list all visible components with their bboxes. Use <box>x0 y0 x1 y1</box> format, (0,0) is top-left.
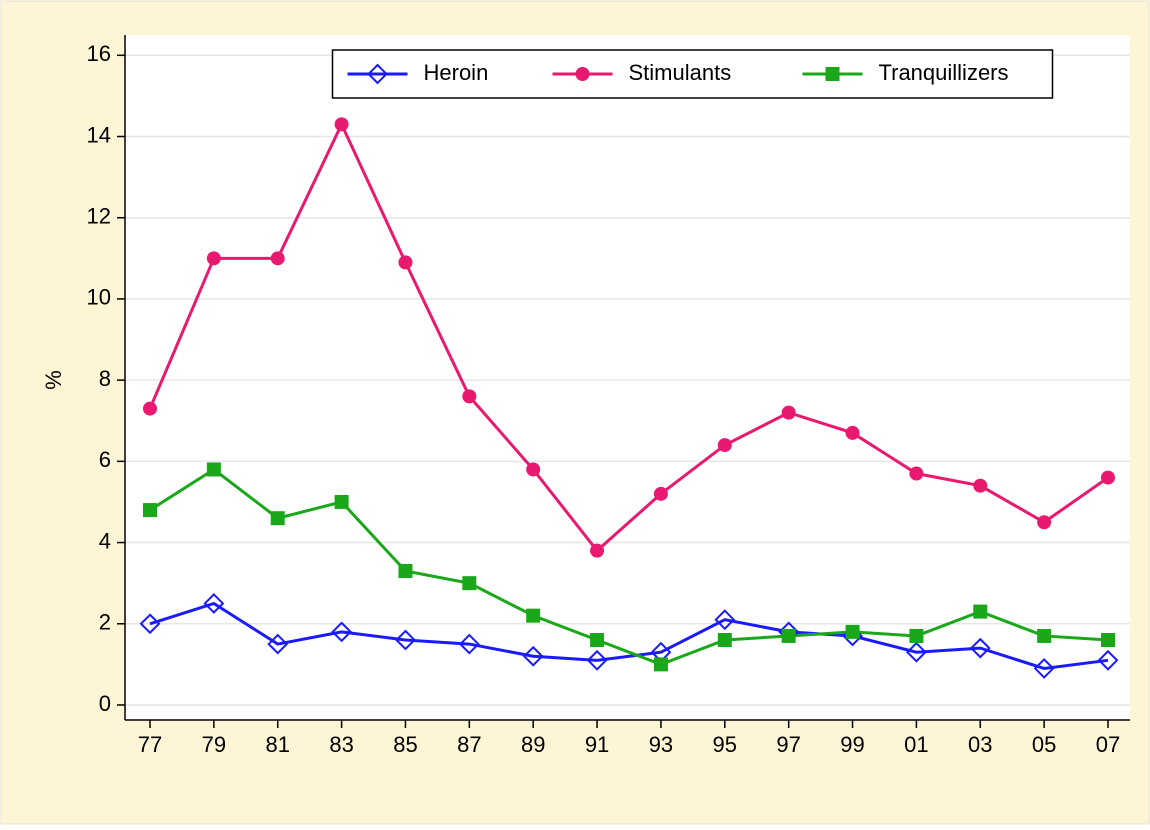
point <box>203 593 225 614</box>
y-tick-label: 10 <box>87 285 111 310</box>
legend-box <box>331 49 1054 99</box>
point <box>143 401 157 416</box>
point <box>334 117 349 132</box>
point <box>398 255 413 270</box>
x-tick-label: 83 <box>329 732 353 757</box>
series-line <box>148 120 1109 553</box>
point <box>1101 633 1115 648</box>
plot-area <box>125 35 1130 720</box>
point <box>586 649 608 671</box>
point <box>909 628 924 643</box>
point <box>969 637 991 659</box>
point <box>590 543 605 558</box>
point <box>973 604 988 619</box>
x-tick-label: 85 <box>393 732 417 757</box>
point <box>781 405 796 420</box>
point <box>462 576 477 591</box>
x-tick-label: 97 <box>776 732 800 757</box>
point <box>139 613 161 635</box>
point <box>781 628 796 643</box>
x-tick-label: 99 <box>840 732 864 757</box>
point <box>267 633 289 655</box>
x-tick-label: 79 <box>202 732 226 757</box>
point <box>590 633 605 648</box>
legend: Heroin Stimulants Tranquillizers <box>331 49 1054 99</box>
legend-label: Tranquillizers <box>879 60 1009 85</box>
point <box>1097 649 1119 671</box>
point <box>331 621 353 643</box>
legend-label: Stimulants <box>629 60 732 85</box>
point <box>653 657 668 672</box>
y-tick-label: 16 <box>87 41 111 66</box>
point <box>905 641 927 663</box>
point <box>973 478 988 493</box>
series-line <box>149 601 1109 670</box>
point <box>845 624 860 639</box>
x-tick-label: 91 <box>585 732 609 757</box>
series-line <box>149 467 1109 666</box>
point <box>206 462 221 477</box>
point <box>714 609 736 631</box>
point <box>522 645 544 667</box>
point <box>825 67 840 81</box>
x-tick-label: 95 <box>713 732 737 757</box>
legend-label: Heroin <box>424 60 489 85</box>
point <box>458 633 480 655</box>
point <box>206 251 221 266</box>
point <box>367 63 388 85</box>
x-tick-label: 01 <box>904 732 928 757</box>
point <box>717 633 732 648</box>
point <box>462 389 477 404</box>
y-axis-label: % <box>41 370 66 390</box>
x-tick-label: 05 <box>1032 732 1056 757</box>
x-tick-label: 93 <box>649 732 673 757</box>
point <box>653 486 668 501</box>
x-tick-label: 07 <box>1096 732 1120 757</box>
point <box>143 503 157 518</box>
point <box>909 466 924 481</box>
point <box>395 629 416 651</box>
y-tick-label: 2 <box>99 610 111 635</box>
x-tick-label: 03 <box>968 732 992 757</box>
x-tick-label: 89 <box>521 732 545 757</box>
point <box>334 494 349 509</box>
point <box>845 425 860 440</box>
point <box>270 511 285 526</box>
point <box>526 462 541 477</box>
point <box>1033 658 1055 679</box>
point <box>1101 470 1115 485</box>
y-tick-label: 0 <box>99 691 111 716</box>
point <box>526 608 541 623</box>
point <box>1037 515 1052 530</box>
y-tick-label: 12 <box>87 204 111 229</box>
y-tick-label: 8 <box>99 366 111 391</box>
point <box>575 67 590 81</box>
x-tick-label: 87 <box>457 732 481 757</box>
point <box>717 438 732 453</box>
y-tick-label: 14 <box>87 122 111 147</box>
y-tick-label: 4 <box>99 528 111 553</box>
point <box>270 251 285 266</box>
y-tick-label: 6 <box>99 447 111 472</box>
point <box>1037 628 1052 643</box>
x-tick-label: 77 <box>138 732 162 757</box>
x-tick-label: 81 <box>265 732 289 757</box>
point <box>398 563 413 578</box>
